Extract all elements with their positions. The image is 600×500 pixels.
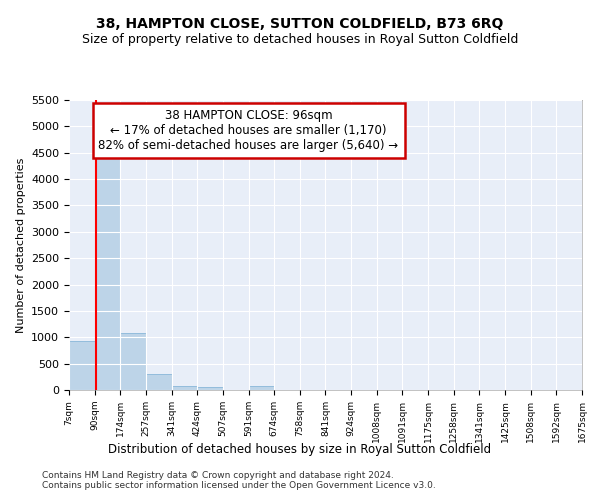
Text: Distribution of detached houses by size in Royal Sutton Coldfield: Distribution of detached houses by size … — [109, 442, 491, 456]
Bar — [95, 150, 121, 390]
Bar — [121, 333, 146, 390]
Bar — [248, 386, 274, 390]
Bar — [69, 342, 95, 390]
Text: 38, HAMPTON CLOSE, SUTTON COLDFIELD, B73 6RQ: 38, HAMPTON CLOSE, SUTTON COLDFIELD, B73… — [97, 18, 503, 32]
Y-axis label: Number of detached properties: Number of detached properties — [16, 158, 26, 332]
Bar — [172, 386, 197, 390]
Text: Size of property relative to detached houses in Royal Sutton Coldfield: Size of property relative to detached ho… — [82, 32, 518, 46]
Text: 38 HAMPTON CLOSE: 96sqm
← 17% of detached houses are smaller (1,170)
82% of semi: 38 HAMPTON CLOSE: 96sqm ← 17% of detache… — [98, 108, 398, 152]
Bar — [146, 374, 172, 390]
Text: Contains HM Land Registry data © Crown copyright and database right 2024.: Contains HM Land Registry data © Crown c… — [42, 471, 394, 480]
Bar — [197, 387, 223, 390]
Text: Contains public sector information licensed under the Open Government Licence v3: Contains public sector information licen… — [42, 481, 436, 490]
